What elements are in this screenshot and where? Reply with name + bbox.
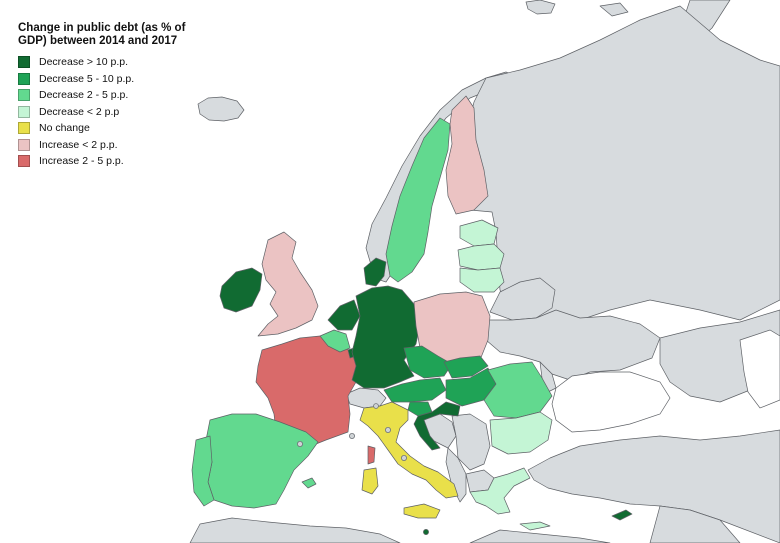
country-cyprus[interactable]	[611, 509, 633, 521]
country-latvia[interactable]	[457, 243, 505, 271]
country-greece[interactable]	[469, 467, 531, 515]
country-italy[interactable]	[359, 401, 459, 499]
map-legend: Change in public debt (as % of GDP) betw…	[18, 22, 193, 170]
montenegro-albania	[445, 447, 467, 503]
legend-label: Decrease 2 - 5 p.p.	[39, 89, 129, 102]
country-poland[interactable]	[413, 291, 491, 367]
legend-item-dec-gt10: Decrease > 10 p.p.	[18, 54, 193, 71]
moldova	[539, 361, 557, 393]
legend-item-dec-2-5: Decrease 2 - 5 p.p.	[18, 87, 193, 104]
north-africa	[189, 517, 401, 543]
country-malta[interactable]	[423, 529, 429, 535]
eu-countries	[191, 95, 633, 535]
belarus	[489, 277, 556, 321]
country-bulgaria[interactable]	[489, 411, 553, 455]
legend-item-no-change: No change	[18, 120, 193, 137]
legend-items: Decrease > 10 p.p. Decrease 5 - 10 p.p. De…	[18, 54, 193, 170]
andorra-marker	[296, 440, 303, 447]
country-sicily[interactable]	[403, 503, 441, 519]
legend-label: Decrease 5 - 10 p.p.	[39, 72, 135, 85]
legend-item-inc-2-5: Increase 2 - 5 p.p.	[18, 153, 193, 170]
svalbard	[525, 0, 556, 15]
country-crete[interactable]	[519, 521, 551, 531]
black-sea	[551, 371, 671, 433]
country-germany[interactable]	[351, 285, 421, 389]
turkey	[527, 429, 780, 543]
country-united-kingdom[interactable]	[257, 231, 319, 337]
legend-swatch	[18, 72, 30, 85]
legend-item-inc-lt2: Increase < 2 p.p.	[18, 137, 193, 154]
monaco-marker	[348, 432, 355, 439]
libya-coast	[469, 529, 611, 543]
franz-josef	[599, 2, 629, 17]
country-denmark[interactable]	[363, 257, 387, 287]
microstate-markers	[296, 403, 407, 461]
country-balearics[interactable]	[301, 477, 317, 489]
legend-swatch	[18, 56, 30, 69]
country-portugal[interactable]	[191, 435, 215, 507]
seas	[551, 329, 780, 433]
country-finland[interactable]	[445, 95, 489, 215]
legend-label: Increase < 2 p.p.	[39, 138, 118, 151]
legend-swatch	[18, 89, 30, 102]
legend-title: Change in public debt (as % of GDP) betw…	[18, 22, 186, 47]
country-croatia[interactable]	[413, 401, 461, 451]
liechtenstein-marker	[373, 403, 379, 409]
country-sweden[interactable]	[385, 117, 451, 283]
legend-swatch	[18, 155, 30, 168]
levant-coast	[649, 505, 741, 543]
legend-label: Decrease < 2 p.p	[39, 105, 120, 118]
vatican-marker	[400, 454, 407, 461]
legend-label: Decrease > 10 p.p.	[39, 56, 129, 69]
country-sardinia[interactable]	[361, 467, 379, 495]
legend-swatch	[18, 138, 30, 151]
country-corsica[interactable]	[367, 445, 376, 465]
iceland	[197, 96, 245, 122]
non-eu-land	[189, 0, 780, 543]
legend-item-dec-5-10: Decrease 5 - 10 p.p.	[18, 71, 193, 88]
legend-label: No change	[39, 122, 90, 135]
country-ireland[interactable]	[219, 267, 263, 313]
san-marino-marker	[384, 426, 391, 433]
switzerland	[345, 387, 387, 409]
ukraine	[485, 309, 661, 381]
country-belgium[interactable]	[319, 329, 351, 353]
serbia	[451, 413, 491, 471]
legend-swatch	[18, 122, 30, 135]
country-lithuania[interactable]	[459, 267, 505, 293]
country-slovakia[interactable]	[443, 355, 489, 379]
caspian-sea	[739, 329, 780, 409]
legend-label: Increase 2 - 5 p.p.	[39, 155, 124, 168]
legend-item-dec-lt2: Decrease < 2 p.p	[18, 104, 193, 121]
legend-swatch	[18, 105, 30, 118]
